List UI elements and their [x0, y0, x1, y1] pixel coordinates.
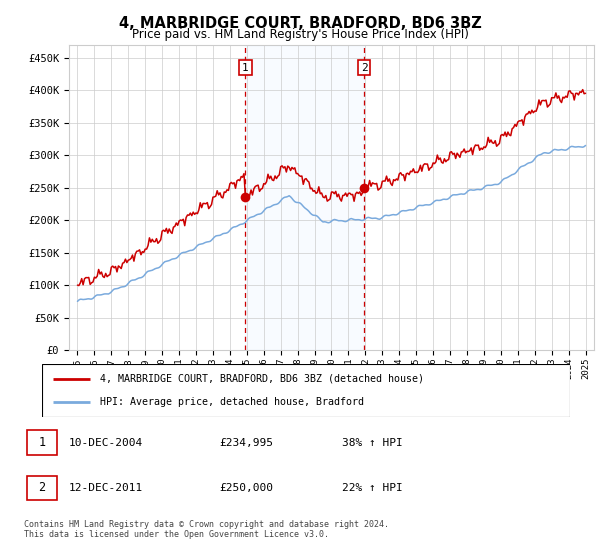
Text: 4, MARBRIDGE COURT, BRADFORD, BD6 3BZ: 4, MARBRIDGE COURT, BRADFORD, BD6 3BZ — [119, 16, 481, 31]
Text: 10-DEC-2004: 10-DEC-2004 — [68, 438, 143, 448]
Text: £234,995: £234,995 — [220, 438, 273, 448]
Text: £250,000: £250,000 — [220, 483, 273, 493]
Text: 38% ↑ HPI: 38% ↑ HPI — [342, 438, 403, 448]
Bar — [27, 431, 58, 455]
Text: HPI: Average price, detached house, Bradford: HPI: Average price, detached house, Brad… — [100, 397, 364, 407]
Text: Price paid vs. HM Land Registry's House Price Index (HPI): Price paid vs. HM Land Registry's House … — [131, 28, 469, 41]
Bar — [245, 45, 364, 350]
Text: 1: 1 — [242, 63, 249, 73]
Text: 2: 2 — [361, 63, 367, 73]
Text: Contains HM Land Registry data © Crown copyright and database right 2024.
This d: Contains HM Land Registry data © Crown c… — [24, 520, 389, 539]
Text: 12-DEC-2011: 12-DEC-2011 — [68, 483, 143, 493]
Text: 2: 2 — [38, 482, 46, 494]
Text: 22% ↑ HPI: 22% ↑ HPI — [342, 483, 403, 493]
Bar — [27, 475, 58, 500]
Text: 1: 1 — [38, 436, 46, 449]
Text: 4, MARBRIDGE COURT, BRADFORD, BD6 3BZ (detached house): 4, MARBRIDGE COURT, BRADFORD, BD6 3BZ (d… — [100, 374, 424, 384]
